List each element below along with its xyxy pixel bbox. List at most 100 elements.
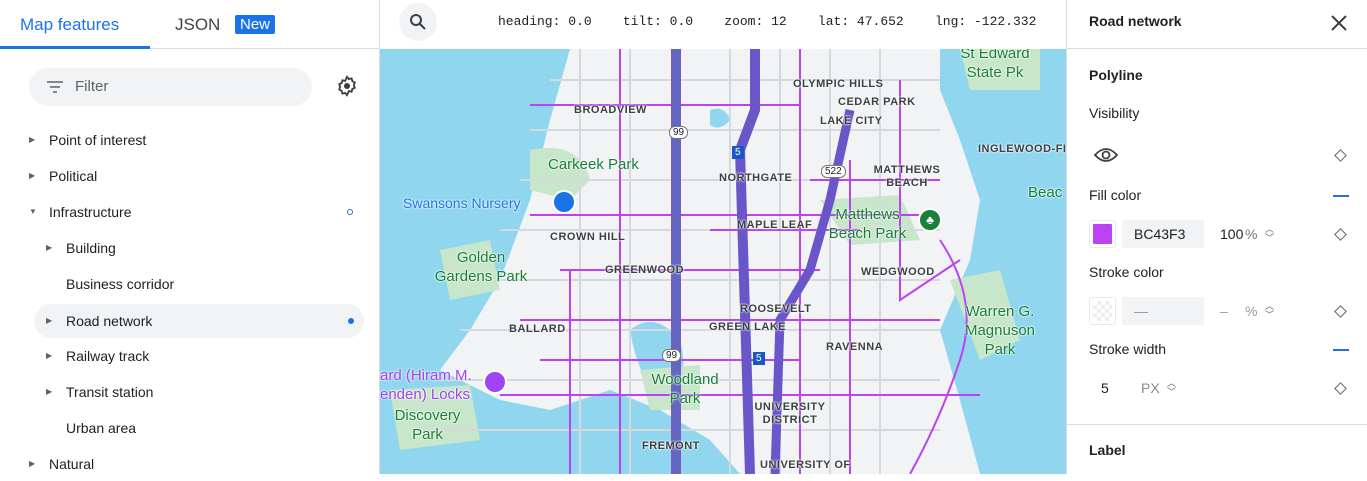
- map-label: BALLARD: [509, 323, 566, 335]
- map-label: UNIVERSITY OF: [760, 459, 851, 471]
- tree-item-label: Road network: [66, 313, 153, 329]
- map-label: CROWN HILL: [550, 231, 626, 243]
- lng-readout: lng: -122.332: [934, 14, 1037, 29]
- tree-item-label: Political: [49, 168, 98, 184]
- eye-icon[interactable]: [1094, 147, 1118, 163]
- place-label: Swansons Nursery: [403, 195, 521, 211]
- search-icon: [410, 14, 426, 30]
- new-badge: New: [235, 15, 276, 34]
- park-label: Beac: [1028, 184, 1063, 201]
- map-canvas[interactable]: heading: 0.0 tilt: 0.0 zoom: 12 lat: 47.…: [380, 0, 1066, 474]
- map-label: FREMONT: [642, 440, 700, 452]
- heading-readout: heading: 0.0: [498, 14, 592, 29]
- tree-item-transit-station[interactable]: ▶ Transit station: [46, 375, 346, 409]
- highway-shield: 99: [669, 126, 689, 139]
- map-label: MAPLE LEAF: [737, 219, 813, 231]
- tab-json[interactable]: JSON: [175, 15, 221, 34]
- tree-item-label: Infrastructure: [49, 204, 132, 220]
- tree-item-label: Urban area: [66, 420, 137, 436]
- park-label: Warren G. Magnuson Park: [964, 303, 1036, 358]
- modified-indicator-hollow: [347, 209, 353, 215]
- tree-item-business-corridor[interactable]: Business corridor: [46, 267, 346, 301]
- tree-item-road-network[interactable]: ▶ Road network: [34, 304, 364, 338]
- map-label: ROOSEVELT: [740, 303, 812, 315]
- tree-item-label: Natural: [49, 456, 95, 472]
- park-label: Golden Gardens Park: [434, 249, 528, 285]
- stroke-hex-input[interactable]: —: [1122, 297, 1204, 325]
- tree-item-label: Building: [66, 240, 116, 256]
- interstate-shield: 5: [732, 146, 744, 159]
- style-editor-panel: Road network Polyline Visibility Fill co…: [1066, 0, 1367, 474]
- camera-readout: heading: 0.0 tilt: 0.0 zoom: 12 lat: 47.…: [498, 14, 1036, 29]
- park-label: Woodland Park: [651, 371, 719, 407]
- stroke-color-label: Stroke color: [1089, 264, 1164, 280]
- tree-item-label: Point of interest: [49, 132, 147, 148]
- search-button[interactable]: [399, 3, 437, 41]
- tree-item-point-of-interest[interactable]: ▶ Point of interest: [29, 123, 359, 157]
- close-icon[interactable]: [1329, 13, 1349, 33]
- highway-shield: 99: [662, 349, 682, 362]
- park-label: Matthews Beach Park: [828, 206, 907, 242]
- stepper-icon[interactable]: ︿ ﹀: [1167, 378, 1177, 397]
- opacity-value: 100: [1220, 226, 1244, 242]
- shopping-pin-icon[interactable]: [552, 190, 576, 214]
- tree-item-building[interactable]: ▶ Building: [46, 231, 346, 265]
- tab-bar: Map features JSON New: [0, 0, 379, 49]
- fill-hex-input[interactable]: BC43F3: [1122, 220, 1204, 248]
- park-label: St Edward State Pk: [960, 45, 1030, 81]
- opacity-unit: %: [1245, 303, 1258, 319]
- map-features-panel: Map features JSON New Filter ▶ Point of i…: [0, 0, 380, 474]
- fill-color-swatch[interactable]: [1089, 220, 1116, 248]
- filter-icon: [47, 81, 63, 93]
- modified-indicator: [348, 318, 354, 324]
- tree-item-label: Business corridor: [66, 276, 175, 292]
- highway-shield: 522: [821, 165, 846, 178]
- active-tab-indicator: [0, 46, 150, 49]
- park-label: Discovery Park: [394, 407, 461, 443]
- tree-item-infrastructure[interactable]: ▼ Infrastructure: [29, 195, 359, 229]
- keyframe-diamond-icon[interactable]: [1334, 228, 1347, 241]
- section-title: Polyline: [1089, 67, 1143, 83]
- park-label: Carkeek Park: [548, 156, 639, 173]
- map-label: CEDAR PARK: [838, 96, 916, 108]
- lat-readout: lat: 47.652: [817, 14, 904, 29]
- tilt-readout: tilt: 0.0: [622, 14, 694, 29]
- keyframe-diamond-icon[interactable]: [1334, 149, 1347, 162]
- stroke-width-unit: PX: [1141, 380, 1160, 396]
- filter-placeholder: Filter: [75, 78, 109, 95]
- tab-map-features[interactable]: Map features: [20, 15, 120, 34]
- tree-item-political[interactable]: ▶ Political: [29, 159, 359, 193]
- tree-item-natural[interactable]: ▶ Natural: [29, 447, 359, 481]
- remove-fill-icon[interactable]: [1333, 195, 1349, 197]
- map-label: BROADVIEW: [574, 104, 647, 116]
- zoom-readout: zoom: 12: [724, 14, 787, 29]
- panel-title: Road network: [1089, 13, 1182, 29]
- remove-stroke-width-icon[interactable]: [1333, 349, 1349, 351]
- panel-header: Road network: [1067, 0, 1367, 49]
- visibility-label: Visibility: [1089, 105, 1140, 121]
- keyframe-diamond-icon[interactable]: [1334, 305, 1347, 318]
- map-label: OLYMPIC HILLS: [793, 78, 884, 90]
- filter-input[interactable]: Filter: [29, 68, 312, 106]
- tree-item-label: Railway track: [66, 348, 150, 364]
- tree-pin-icon[interactable]: ♣: [918, 208, 942, 232]
- tree-item-label: Transit station: [66, 384, 154, 400]
- gear-icon[interactable]: [336, 75, 358, 97]
- stroke-color-swatch[interactable]: [1089, 297, 1116, 325]
- map-toolbar: heading: 0.0 tilt: 0.0 zoom: 12 lat: 47.…: [380, 0, 1066, 49]
- place-label: ard (Hiram M. enden) Locks: [380, 367, 472, 403]
- camera-pin-icon[interactable]: [483, 370, 507, 394]
- map-label: NORTHGATE: [719, 172, 793, 184]
- map-label: INGLEWOOD-FI: [978, 143, 1066, 155]
- stepper-icon[interactable]: ︿ ﹀: [1265, 224, 1275, 243]
- map-label: MATTHEWS BEACH: [873, 164, 941, 189]
- stepper-icon[interactable]: ︿ ﹀: [1265, 301, 1275, 320]
- tree-item-urban-area[interactable]: Urban area: [46, 411, 346, 445]
- map-label: UNIVERSITY DISTRICT: [754, 401, 826, 426]
- stroke-width-label: Stroke width: [1089, 341, 1167, 357]
- tree-item-railway-track[interactable]: ▶ Railway track: [46, 339, 346, 373]
- label-section-title[interactable]: Label: [1089, 442, 1126, 458]
- fill-color-label: Fill color: [1089, 187, 1142, 203]
- opacity-unit: %: [1245, 226, 1258, 242]
- keyframe-diamond-icon[interactable]: [1334, 382, 1347, 395]
